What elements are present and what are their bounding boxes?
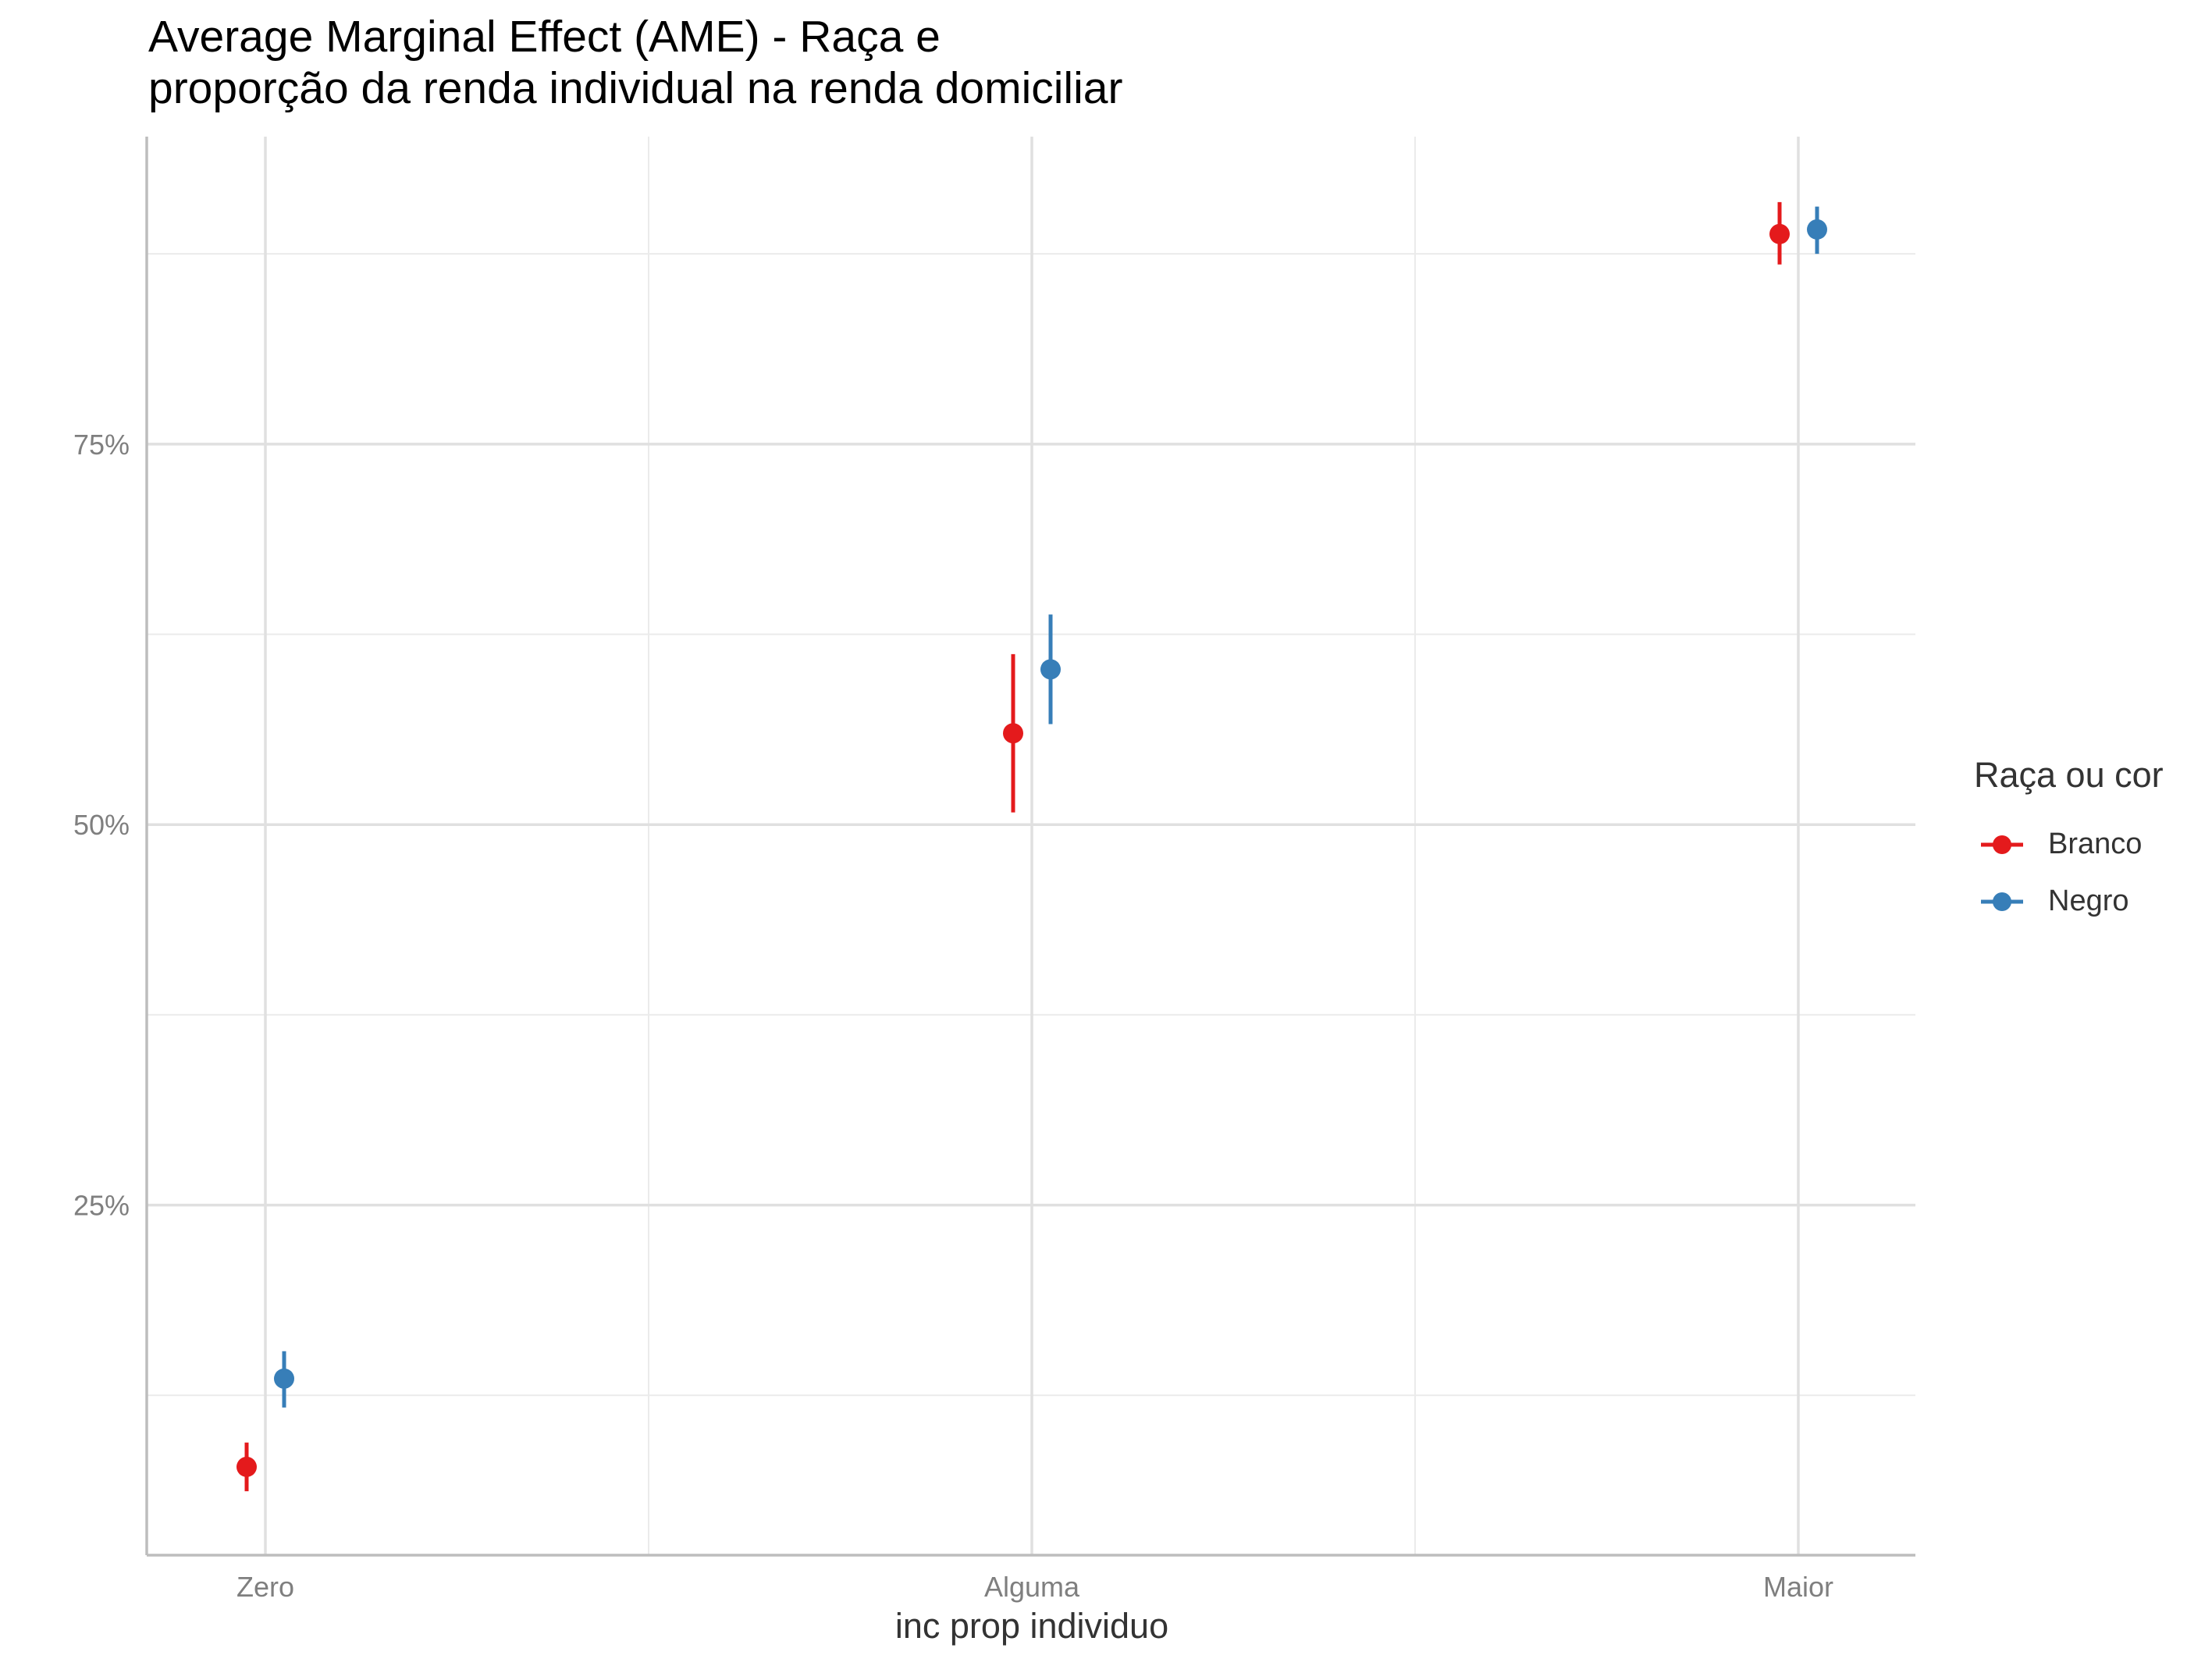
chart-title-line-1: Average Marginal Effect (AME) - Raça e (148, 12, 941, 62)
x-axis-title: inc prop individuo (895, 1606, 1168, 1646)
data-point-branco (236, 1456, 257, 1477)
chart-title-line-2: proporção da renda individual na renda d… (148, 63, 1123, 113)
axes (145, 137, 1915, 1557)
data-point-branco (1003, 723, 1023, 744)
legend-label-negro: Negro (2048, 885, 2129, 917)
data-point-branco (1769, 223, 1790, 244)
y-tick-label: 75% (73, 429, 130, 461)
data-point-negro (1040, 659, 1061, 680)
data-point-negro (1807, 219, 1827, 240)
legend-key-negro (1981, 892, 2023, 911)
legend-key-branco (1981, 835, 2023, 854)
legend-label-branco: Branco (2048, 828, 2143, 860)
major-gridlines (147, 137, 1915, 1555)
legend-item-branco: Branco (1975, 821, 2201, 868)
y-tick-label: 50% (73, 809, 130, 841)
legend-title: Raça ou cor (1974, 755, 2164, 795)
data-point-negro (274, 1368, 294, 1389)
x-tick-label: Alguma (984, 1571, 1080, 1603)
tick-labels: 25% 50% 75% Zero Alguma Maior (73, 429, 1833, 1603)
y-tick-label: 25% (73, 1190, 130, 1222)
legend-item-negro: Negro (1975, 878, 2201, 925)
x-tick-label: Zero (236, 1571, 294, 1603)
x-tick-label: Maior (1763, 1571, 1833, 1603)
data-points (236, 219, 1827, 1477)
